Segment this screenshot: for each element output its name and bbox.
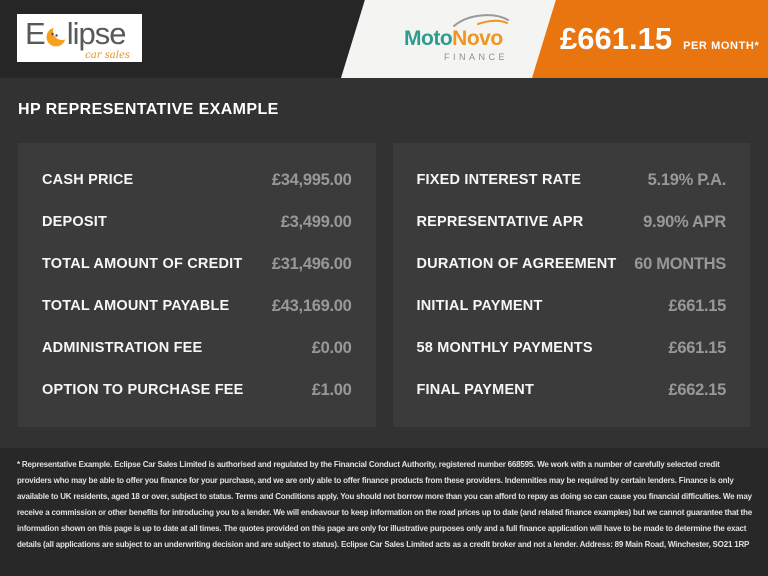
eclipse-logo-text: E lipse — [25, 16, 127, 52]
page-title: HP REPRESENTATIVE EXAMPLE — [18, 101, 279, 118]
disclaimer-text: * Representative Example. Eclipse Car Sa… — [17, 460, 752, 549]
table-row: TOTAL AMOUNT PAYABLE £43,169.00 — [42, 285, 352, 327]
row-label: OPTION TO PURCHASE FEE — [42, 382, 244, 398]
table-row: INITIAL PAYMENT £661.15 — [417, 285, 727, 327]
row-label: DURATION OF AGREEMENT — [416, 256, 617, 272]
header: E lipse car sales MotoNovo FINANCE — [0, 0, 768, 78]
eclipse-logo-tagline: car sales — [85, 50, 130, 61]
motonovo-finance-label: FINANCE — [443, 52, 508, 62]
table-row: CASH PRICE £34,995.00 — [42, 159, 352, 201]
row-label: CASH PRICE — [42, 172, 134, 188]
row-label: TOTAL AMOUNT OF CREDIT — [42, 256, 243, 272]
table-row: ADMINISTRATION FEE £0.00 — [42, 327, 352, 369]
row-value: £661.15 — [668, 296, 726, 315]
table-row: REPRESENTATIVE APR 9.90% APR — [417, 201, 727, 243]
row-label: FIXED INTEREST RATE — [416, 172, 582, 188]
finance-example-tables: CASH PRICE £34,995.00 DEPOSIT £3,499.00 … — [18, 143, 750, 427]
footer: * Representative Example. Eclipse Car Sa… — [0, 448, 768, 576]
monthly-price-badge: £661.15 PER MONTH* — [560, 0, 759, 78]
row-value: 9.90% APR — [643, 212, 726, 231]
row-value: £31,496.00 — [271, 254, 352, 273]
finance-table-left: CASH PRICE £34,995.00 DEPOSIT £3,499.00 … — [18, 143, 376, 427]
row-value: £3,499.00 — [280, 212, 352, 231]
row-value: 5.19% P.A. — [647, 170, 727, 189]
finance-table-right: FIXED INTEREST RATE 5.19% P.A. REPRESENT… — [392, 143, 750, 427]
row-value: £34,995.00 — [271, 170, 352, 189]
motonovo-wordmark: MotoNovo — [404, 27, 508, 51]
table-row: OPTION TO PURCHASE FEE £1.00 — [42, 369, 352, 411]
car-swoosh-icon — [453, 14, 509, 27]
row-value: £1.00 — [311, 380, 352, 399]
table-row: 58 MONTHLY PAYMENTS £661.15 — [417, 327, 727, 369]
row-value: 60 MONTHS — [634, 254, 726, 273]
row-value: £43,169.00 — [271, 296, 352, 315]
motonovo-logo[interactable]: MotoNovo FINANCE — [404, 14, 509, 62]
row-label: INITIAL PAYMENT — [416, 298, 543, 314]
motonovo-novo: Novo — [452, 27, 503, 50]
table-row: DURATION OF AGREEMENT 60 MONTHS — [417, 243, 727, 285]
row-value: £662.15 — [668, 380, 726, 399]
eclipse-logo-suffix: lipse — [66, 16, 127, 51]
row-label: REPRESENTATIVE APR — [416, 214, 584, 230]
motonovo-moto: Moto — [404, 27, 453, 50]
row-label: DEPOSIT — [42, 214, 108, 230]
row-label: TOTAL AMOUNT PAYABLE — [42, 298, 230, 314]
eclipse-logo-prefix: E — [25, 16, 46, 51]
table-row: FINAL PAYMENT £662.15 — [417, 369, 727, 411]
table-row: FIXED INTEREST RATE 5.19% P.A. — [417, 159, 727, 201]
row-label: FINAL PAYMENT — [416, 382, 535, 398]
row-label: ADMINISTRATION FEE — [42, 340, 203, 356]
table-row: TOTAL AMOUNT OF CREDIT £31,496.00 — [42, 243, 352, 285]
row-value: £0.00 — [311, 338, 352, 357]
monthly-price-amount: £661.15 — [560, 21, 673, 56]
crescent-moon-icon — [46, 23, 67, 47]
row-value: £661.15 — [668, 338, 726, 357]
eclipse-logo[interactable]: E lipse car sales — [17, 14, 142, 62]
row-label: 58 MONTHLY PAYMENTS — [416, 340, 593, 356]
monthly-price-period: PER MONTH* — [683, 39, 760, 52]
table-row: DEPOSIT £3,499.00 — [42, 201, 352, 243]
